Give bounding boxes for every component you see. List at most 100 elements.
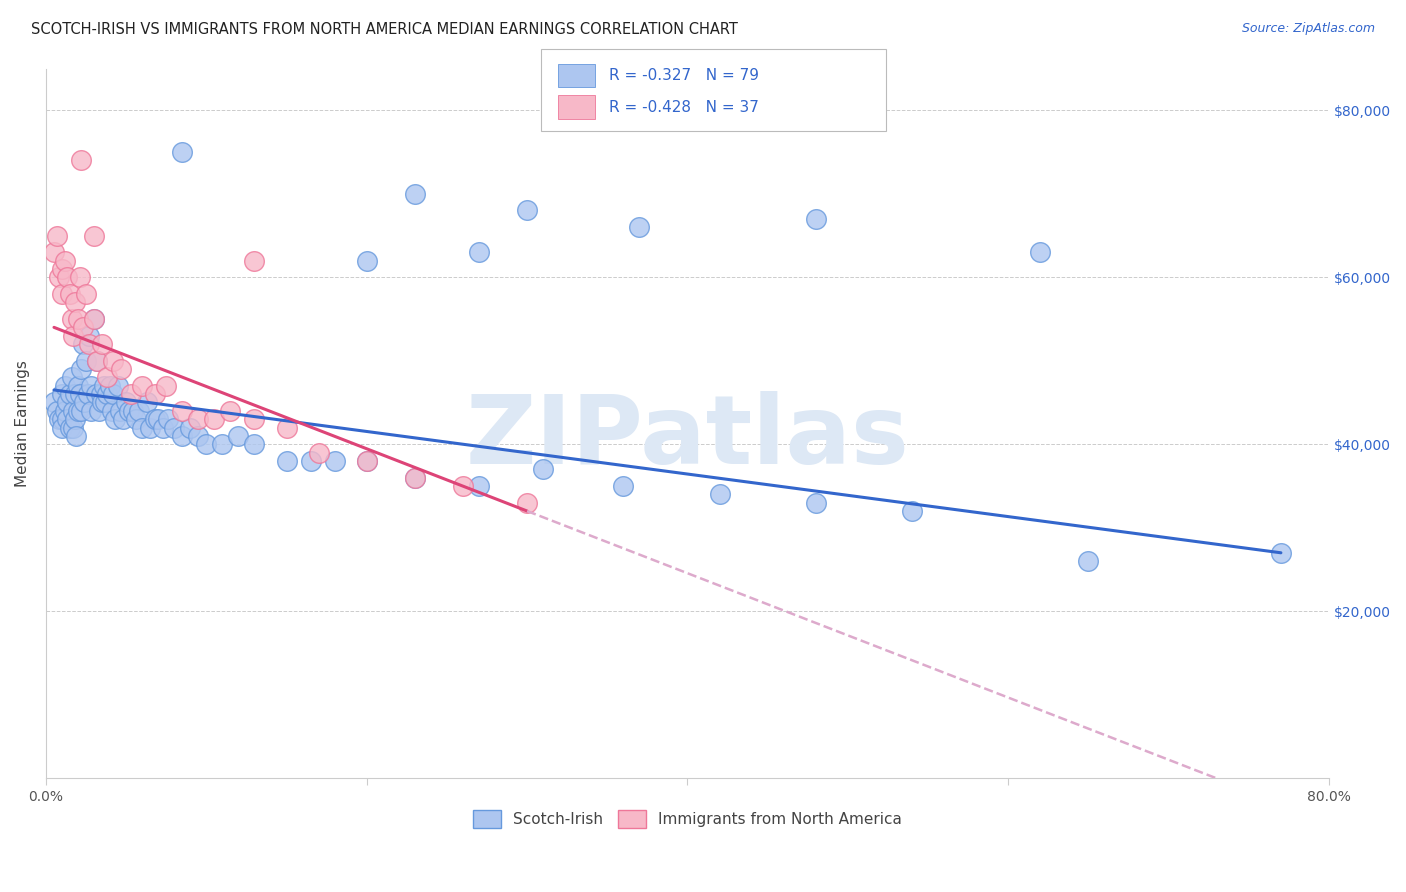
Point	[53, 404, 76, 418]
Point	[56, 412, 79, 426]
Point	[73, 395, 96, 409]
Point	[75, 287, 97, 301]
Point	[1029, 245, 1052, 260]
Point	[804, 496, 827, 510]
Point	[70, 153, 93, 168]
Point	[612, 479, 634, 493]
Point	[67, 404, 90, 418]
Point	[128, 404, 150, 418]
Point	[156, 412, 179, 426]
Point	[70, 404, 93, 418]
Point	[89, 387, 111, 401]
Point	[243, 253, 266, 268]
Point	[83, 312, 105, 326]
Point	[46, 228, 69, 243]
Point	[53, 253, 76, 268]
Point	[63, 295, 86, 310]
Point	[72, 320, 94, 334]
Point	[62, 420, 84, 434]
Point	[77, 328, 100, 343]
Point	[56, 270, 79, 285]
Point	[468, 479, 491, 493]
Point	[51, 420, 73, 434]
Point	[91, 337, 114, 351]
Point	[136, 395, 159, 409]
Point	[121, 404, 143, 418]
Point	[404, 470, 426, 484]
Point	[709, 487, 731, 501]
Text: R = -0.327   N = 79: R = -0.327 N = 79	[609, 69, 759, 83]
Point	[118, 404, 141, 418]
Point	[104, 412, 127, 426]
Point	[51, 387, 73, 401]
Point	[53, 379, 76, 393]
Point	[115, 395, 138, 409]
Point	[83, 228, 105, 243]
Point	[211, 437, 233, 451]
Point	[75, 353, 97, 368]
Point	[107, 379, 129, 393]
Point	[80, 379, 103, 393]
Point	[202, 412, 225, 426]
Point	[451, 479, 474, 493]
Point	[103, 353, 125, 368]
Point	[172, 145, 194, 159]
Point	[62, 404, 84, 418]
Text: Source: ZipAtlas.com: Source: ZipAtlas.com	[1241, 22, 1375, 36]
Point	[143, 387, 166, 401]
Point	[172, 429, 194, 443]
Point	[59, 387, 82, 401]
Point	[179, 420, 201, 434]
Point	[628, 220, 651, 235]
Point	[59, 420, 82, 434]
Point	[468, 245, 491, 260]
Point	[131, 420, 153, 434]
Point	[219, 404, 242, 418]
Point	[86, 353, 108, 368]
Point	[80, 404, 103, 418]
Point	[276, 454, 298, 468]
Point	[67, 312, 90, 326]
Point	[148, 412, 170, 426]
Point	[103, 387, 125, 401]
Point	[195, 437, 218, 451]
Point	[243, 412, 266, 426]
Point	[308, 445, 330, 459]
Point	[93, 379, 115, 393]
Point	[63, 412, 86, 426]
Point	[60, 312, 83, 326]
Point	[98, 379, 121, 393]
Point	[51, 287, 73, 301]
Point	[76, 387, 98, 401]
Point	[42, 395, 65, 409]
Point	[65, 429, 87, 443]
Point	[125, 412, 148, 426]
Point	[139, 420, 162, 434]
Point	[59, 287, 82, 301]
Point	[94, 395, 117, 409]
Point	[48, 412, 70, 426]
Point	[163, 420, 186, 434]
Point	[1270, 546, 1292, 560]
Point	[531, 462, 554, 476]
Point	[187, 429, 209, 443]
Point	[404, 470, 426, 484]
Point	[110, 362, 132, 376]
Point	[228, 429, 250, 443]
Point	[901, 504, 924, 518]
Point	[51, 412, 73, 426]
Point	[83, 312, 105, 326]
Y-axis label: Median Earnings: Median Earnings	[15, 360, 30, 487]
Point	[120, 387, 142, 401]
Point	[152, 420, 174, 434]
Point	[356, 454, 378, 468]
Point	[42, 245, 65, 260]
Point	[356, 253, 378, 268]
Point	[60, 370, 83, 384]
Text: R = -0.428   N = 37: R = -0.428 N = 37	[609, 100, 759, 114]
Point	[91, 395, 114, 409]
Point	[56, 395, 79, 409]
Point	[63, 387, 86, 401]
Point	[404, 186, 426, 201]
Point	[516, 203, 538, 218]
